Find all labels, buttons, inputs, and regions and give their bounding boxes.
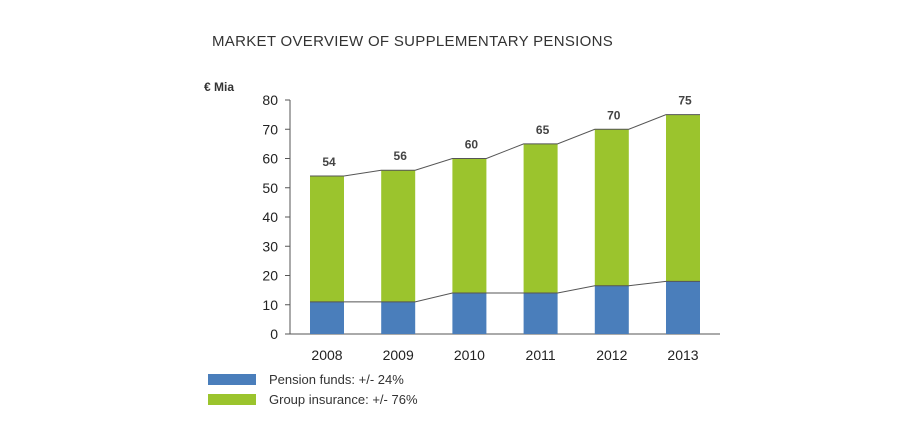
x-tick-label: 2009	[383, 347, 414, 363]
y-unit-label: € Mia	[204, 80, 234, 94]
y-tick-label: 10	[262, 297, 278, 313]
data-label-total: 75	[678, 94, 692, 108]
x-tick-label: 2013	[667, 347, 698, 363]
x-tick-label: 2012	[596, 347, 627, 363]
y-tick-label: 30	[262, 238, 278, 254]
bar-pension-funds-2011	[523, 293, 558, 334]
legend-swatch-pension-funds	[208, 374, 256, 385]
connector-line-total	[310, 114, 700, 177]
bar-pension-funds-2010	[452, 293, 487, 334]
data-label-total: 54	[322, 155, 336, 169]
bar-group-insurance-2009	[381, 170, 416, 302]
y-tick-label: 20	[262, 268, 278, 284]
legend: Pension funds: +/- 24% Group insurance: +…	[208, 372, 418, 407]
legend-label-pension-funds: Pension funds: +/- 24%	[269, 372, 404, 387]
y-tick-label: 60	[262, 151, 278, 167]
data-label-total: 56	[394, 149, 408, 163]
y-tick-label: 0	[270, 326, 278, 342]
bar-pension-funds-2013	[666, 281, 700, 334]
data-label-total: 65	[536, 123, 550, 137]
bar-group-insurance-2012	[594, 129, 629, 286]
y-tick-label: 40	[262, 209, 278, 225]
bar-pension-funds-2008	[310, 301, 344, 334]
connector-line-pension-funds	[310, 280, 700, 303]
x-tick-label: 2011	[526, 347, 556, 363]
x-tick-label: 2010	[454, 347, 485, 363]
data-label-total: 60	[465, 138, 479, 152]
legend-label-group-insurance: Group insurance: +/- 76%	[269, 392, 418, 407]
bar-group-insurance-2013	[666, 114, 700, 282]
bar-pension-funds-2012	[594, 285, 629, 334]
legend-swatch-group-insurance	[208, 394, 256, 405]
bar-group-insurance-2008	[310, 176, 344, 302]
x-tick-label: 2008	[311, 347, 342, 363]
bar-pension-funds-2009	[381, 301, 416, 334]
y-tick-label: 80	[262, 92, 278, 108]
data-label-total: 70	[607, 108, 621, 122]
bar-group-insurance-2010	[452, 158, 487, 294]
y-tick-label: 70	[262, 121, 278, 137]
plot-area: 0 10 20 30 40 50 60 70 80 2008 54 2009 56 2010 60 2011 6…	[262, 92, 720, 363]
chart-title: MARKET OVERVIEW OF SUPPLEMENTARY PENSION…	[212, 33, 613, 50]
bar-group-insurance-2011	[523, 143, 558, 294]
y-tick-label: 50	[262, 180, 278, 196]
